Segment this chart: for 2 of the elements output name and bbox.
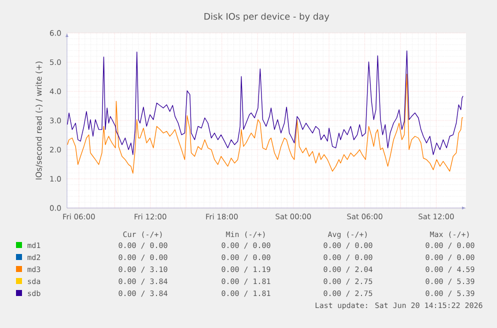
line-series	[67, 50, 464, 155]
chart-title: Disk IOs per device - by day	[204, 12, 330, 22]
